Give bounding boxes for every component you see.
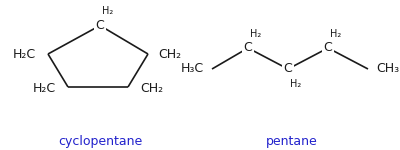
Text: pentane: pentane bbox=[266, 135, 318, 147]
Text: C: C bbox=[284, 63, 292, 75]
Text: C: C bbox=[96, 19, 104, 32]
Text: H₂: H₂ bbox=[102, 6, 113, 16]
Text: H₂: H₂ bbox=[250, 29, 261, 39]
Text: C: C bbox=[324, 42, 332, 54]
Text: CH₃: CH₃ bbox=[376, 63, 400, 75]
Text: CH₂: CH₂ bbox=[158, 48, 182, 60]
Text: H₂C: H₂C bbox=[32, 82, 56, 95]
Text: H₂C: H₂C bbox=[12, 48, 36, 60]
Text: H₃C: H₃C bbox=[180, 63, 204, 75]
Text: H₂: H₂ bbox=[330, 29, 341, 39]
Text: C: C bbox=[244, 42, 252, 54]
Text: cyclopentane: cyclopentane bbox=[58, 135, 142, 147]
Text: CH₂: CH₂ bbox=[140, 82, 164, 95]
Text: H₂: H₂ bbox=[290, 79, 301, 89]
